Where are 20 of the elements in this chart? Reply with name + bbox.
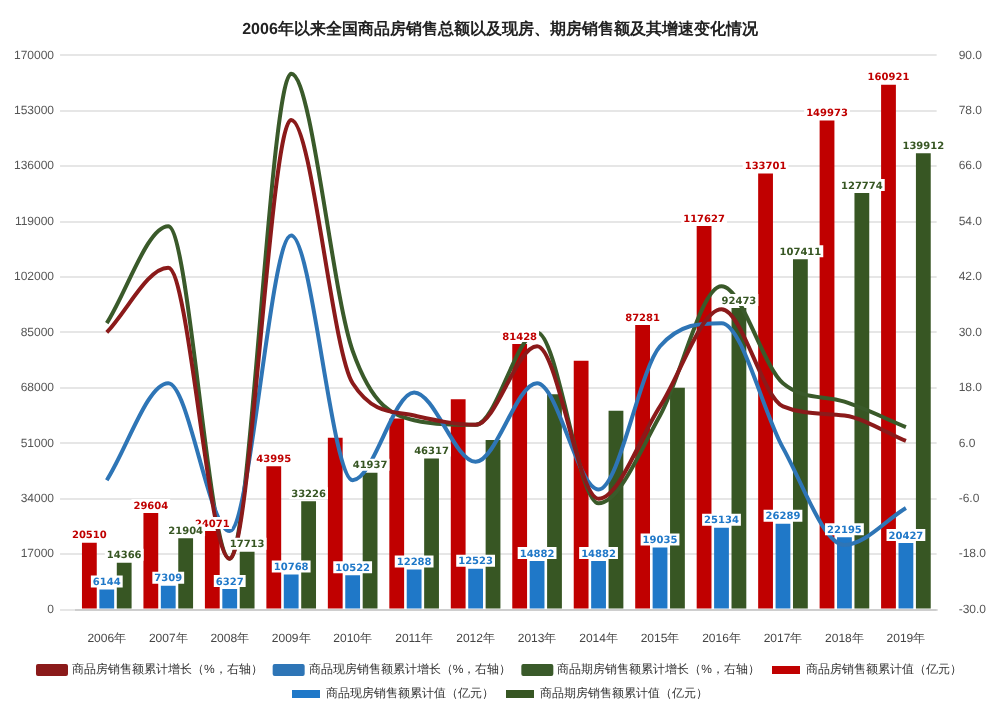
- bar: [775, 523, 791, 609]
- bar: [468, 568, 484, 609]
- bar: [283, 574, 299, 609]
- bar: [81, 542, 97, 609]
- bar: [898, 542, 914, 609]
- bar: [714, 527, 729, 609]
- bar: [178, 538, 194, 609]
- chart-title: 2006年以来全国商品房销售总额以及现房、期房销售额及其增速变化情况: [242, 18, 760, 39]
- bar: [204, 531, 220, 609]
- bar: [652, 547, 668, 609]
- bar: [591, 561, 606, 609]
- bar: [222, 588, 238, 609]
- bar: [160, 585, 176, 609]
- bar: [345, 575, 361, 609]
- bar: [143, 513, 159, 609]
- bar: [99, 589, 115, 609]
- bar: [837, 537, 852, 609]
- bar: [406, 569, 422, 609]
- bar: [529, 561, 545, 609]
- bar: [239, 551, 255, 609]
